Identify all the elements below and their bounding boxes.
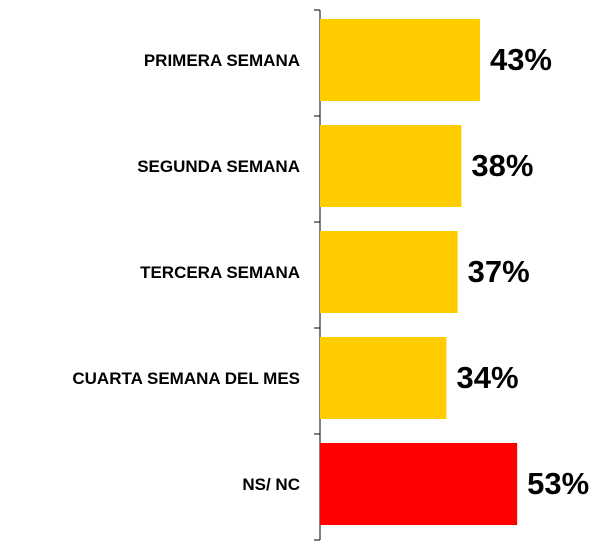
value-label-text: 43% [489, 42, 552, 77]
category-label-text: TERCERA SEMANA [140, 262, 300, 282]
category-label-text: CUARTA SEMANA DEL MES [72, 368, 300, 388]
bar [320, 125, 462, 207]
category-label: TERCERA SEMANA [0, 222, 300, 322]
value-label-text: 34% [456, 360, 519, 395]
bar [320, 231, 458, 313]
value-label: 53% [527, 466, 589, 502]
value-label-text: 37% [467, 254, 530, 289]
value-label-text: 38% [471, 148, 534, 183]
value-label: 34% [456, 360, 518, 396]
category-label: PRIMERA SEMANA [0, 10, 300, 110]
bar [320, 443, 518, 525]
category-label: CUARTA SEMANA DEL MES [0, 328, 300, 428]
value-label: 43% [490, 42, 552, 78]
bar [320, 337, 447, 419]
category-label-text: PRIMERA SEMANA [143, 50, 300, 70]
category-label-text: NS/ NC [242, 474, 300, 494]
value-label: 38% [471, 148, 533, 184]
category-label: NS/ NC [0, 434, 300, 534]
bar [320, 19, 480, 101]
value-label: 37% [468, 254, 530, 290]
value-label-text: 53% [527, 466, 590, 501]
category-label-text: SEGUNDA SEMANA [137, 156, 300, 176]
category-label: SEGUNDA SEMANA [0, 116, 300, 216]
